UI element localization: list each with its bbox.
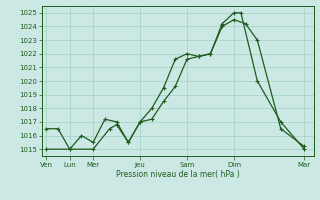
X-axis label: Pression niveau de la mer( hPa ): Pression niveau de la mer( hPa ) bbox=[116, 170, 239, 179]
